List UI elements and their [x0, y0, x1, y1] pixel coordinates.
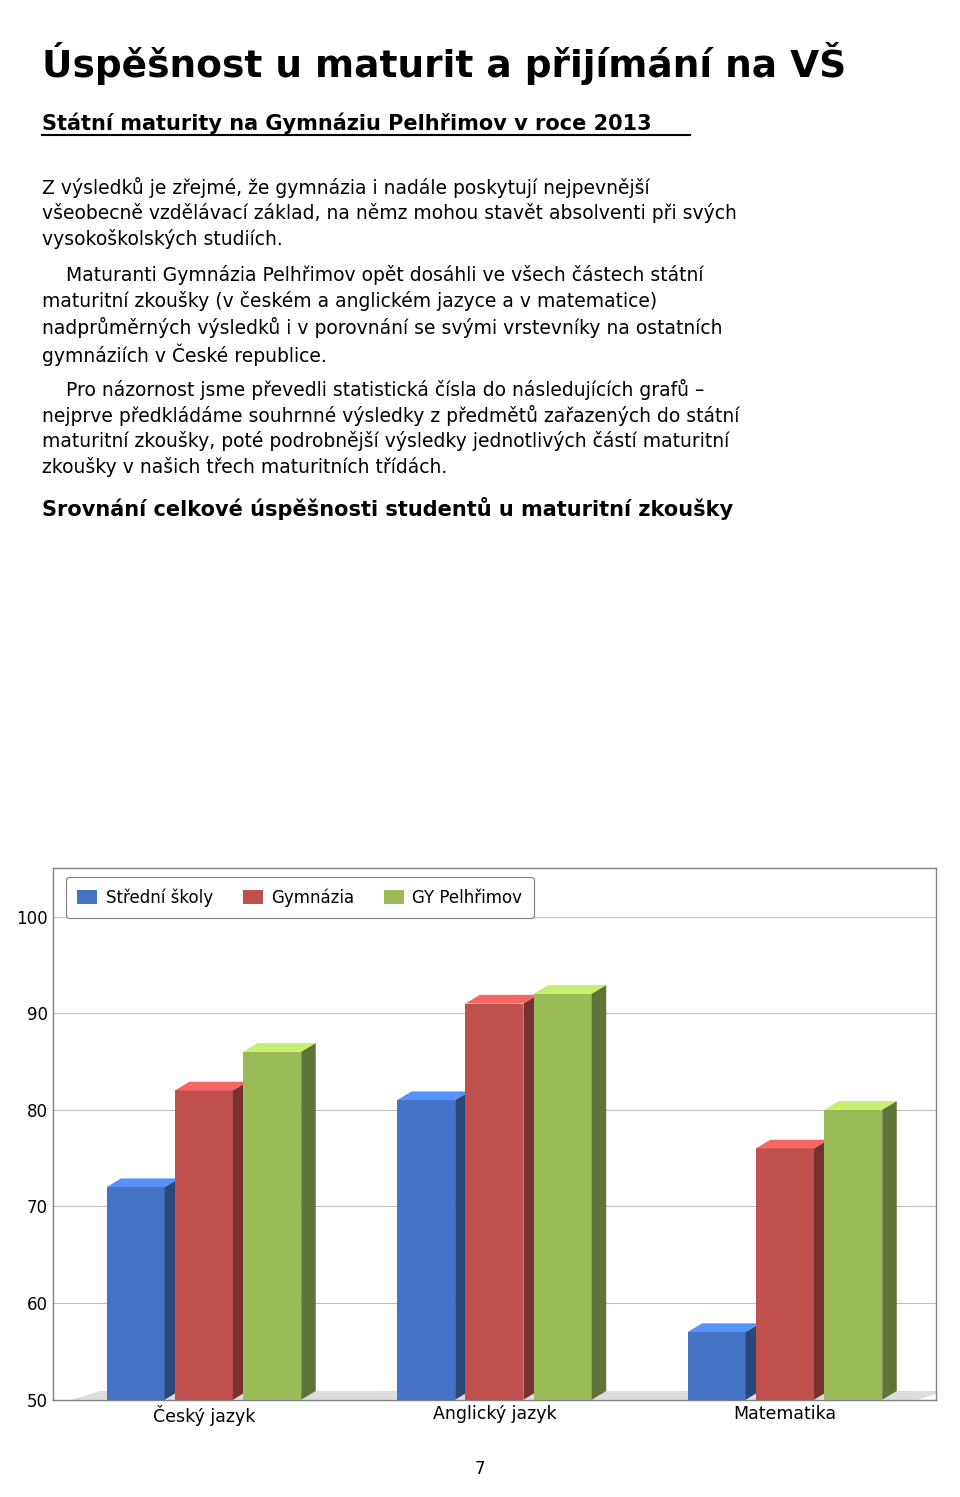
Polygon shape: [175, 1082, 248, 1090]
Text: všeobecně vzdělávací základ, na němz mohou stavět absolventi při svých: všeobecně vzdělávací základ, na němz moh…: [42, 204, 737, 223]
Polygon shape: [165, 1178, 180, 1400]
Polygon shape: [243, 1043, 316, 1052]
Text: Srovnání celkové úspěšnosti studentů u maturitní zkoušky: Srovnání celkové úspěšnosti studentů u m…: [42, 497, 733, 519]
Bar: [107, 1187, 165, 1400]
Polygon shape: [687, 1323, 760, 1332]
Text: Státní maturity na Gymnáziu Pelhřimov v roce 2013: Státní maturity na Gymnáziu Pelhřimov v …: [42, 112, 652, 133]
Bar: [243, 1052, 301, 1400]
Polygon shape: [233, 1082, 248, 1400]
Polygon shape: [72, 1391, 947, 1400]
Bar: [534, 994, 591, 1400]
Polygon shape: [591, 985, 607, 1400]
Text: 7: 7: [475, 1460, 485, 1478]
Polygon shape: [756, 1139, 828, 1148]
Polygon shape: [301, 1043, 316, 1400]
Text: Maturanti Gymnázia Pelhřimov opět dosáhli ve všech částech státní: Maturanti Gymnázia Pelhřimov opět dosáhl…: [42, 265, 704, 284]
Polygon shape: [397, 1091, 469, 1100]
Bar: [397, 1100, 455, 1400]
Bar: [175, 1090, 233, 1400]
Polygon shape: [824, 1102, 897, 1109]
Polygon shape: [107, 1178, 180, 1187]
Polygon shape: [882, 1102, 897, 1400]
Text: vysokoškolských studiích.: vysokoškolských studiích.: [42, 229, 283, 249]
Text: nejprve předkládáme souhrnné výsledky z předmětů zařazených do státní: nejprve předkládáme souhrnné výsledky z …: [42, 406, 739, 427]
Text: maturitní zkoušky, poté podrobnější výsledky jednotlivých částí maturitní: maturitní zkoušky, poté podrobnější výsl…: [42, 431, 730, 451]
Bar: [466, 1003, 523, 1400]
Text: nadprůměrných výsledků i v porovnání se svými vrstevníky na ostatních: nadprůměrných výsledků i v porovnání se …: [42, 317, 723, 338]
Text: zkoušky v našich třech maturitních třídách.: zkoušky v našich třech maturitních třídá…: [42, 457, 447, 478]
Polygon shape: [534, 985, 607, 994]
Text: Z výsledků je zřejmé, že gymnázia i nadále poskytují nejpevnější: Z výsledků je zřejmé, že gymnázia i nadá…: [42, 177, 650, 198]
Text: maturitní zkoušky (v českém a anglickém jazyce a v matematice): maturitní zkoušky (v českém a anglickém …: [42, 290, 658, 311]
Bar: [687, 1332, 746, 1400]
Legend: Střední školy, Gymnázia, GY Pelhřimov: Střední školy, Gymnázia, GY Pelhřimov: [65, 877, 534, 919]
Polygon shape: [466, 996, 538, 1003]
Bar: [756, 1148, 814, 1400]
Polygon shape: [746, 1323, 760, 1400]
Polygon shape: [814, 1139, 828, 1400]
Text: Úspěšnost u maturit a přijímání na VŠ: Úspěšnost u maturit a přijímání na VŠ: [42, 42, 847, 85]
Text: Pro názornost jsme převedli statistická čísla do následujících grafů –: Pro názornost jsme převedli statistická …: [42, 379, 705, 400]
Polygon shape: [455, 1091, 469, 1400]
Text: gymnáziích v České republice.: gymnáziích v České republice.: [42, 343, 326, 365]
Bar: [824, 1109, 882, 1400]
Polygon shape: [523, 996, 538, 1400]
